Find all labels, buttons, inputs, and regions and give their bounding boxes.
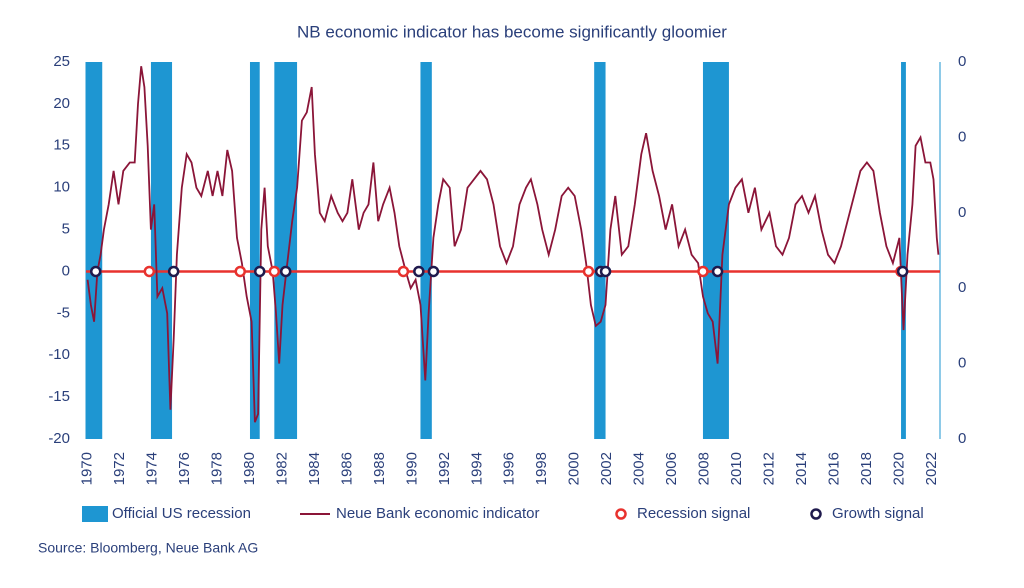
recession-band <box>249 62 260 439</box>
y2-tick-label: 0 <box>958 355 966 372</box>
x-tick-label: 1970 <box>79 452 96 485</box>
signal-marker <box>711 265 724 278</box>
signal-marker <box>234 265 246 278</box>
x-tick-label: 1990 <box>403 452 420 485</box>
y-tick-label: 5 <box>62 221 70 238</box>
legend-swatch <box>615 508 627 520</box>
signal-marker <box>413 265 425 278</box>
y-tick-label: 20 <box>53 95 70 112</box>
indicator-line <box>86 66 940 423</box>
x-tick-label: 1992 <box>436 452 453 485</box>
x-tick-label: 2014 <box>793 452 810 485</box>
x-tick-label: 1972 <box>111 452 128 485</box>
source-note: Source: Bloomberg, Neue Bank AG <box>38 540 258 556</box>
legend-label: Growth signal <box>832 505 924 522</box>
signal-marker <box>427 265 440 278</box>
signal-marker <box>253 265 266 278</box>
y2-tick-label: 0 <box>958 204 966 221</box>
signal-marker <box>896 265 909 278</box>
x-tick-label: 2010 <box>728 452 745 485</box>
y2-tick-label: 0 <box>958 53 966 70</box>
x-tick-label: 1994 <box>468 452 485 485</box>
signal-marker <box>582 265 595 278</box>
x-tick-label: 2004 <box>631 452 648 485</box>
x-tick-label: 2012 <box>760 452 777 485</box>
x-tick-label: 1982 <box>273 452 290 485</box>
x-tick-label: 2002 <box>598 452 615 485</box>
x-tick-label: 1974 <box>144 452 161 485</box>
legend-swatch <box>810 508 822 520</box>
y2-tick-label: 0 <box>958 128 966 145</box>
x-tick-label: 2018 <box>858 452 875 485</box>
x-tick-label: 1978 <box>208 452 225 485</box>
signal-marker <box>697 265 709 278</box>
signal-marker <box>599 265 612 278</box>
x-tick-label: 2008 <box>696 452 713 485</box>
x-tick-label: 1980 <box>241 452 258 485</box>
x-tick-label: 1998 <box>533 452 550 485</box>
legend-label: Official US recession <box>112 505 251 522</box>
x-tick-label: 1984 <box>306 452 323 485</box>
signal-marker <box>167 265 180 278</box>
x-tick-label: 1996 <box>501 452 518 485</box>
signal-marker <box>143 265 156 278</box>
legend-label: Neue Bank economic indicator <box>336 505 539 522</box>
recession-band <box>86 62 103 439</box>
y-tick-label: 15 <box>53 137 70 154</box>
x-tick-label: 2016 <box>825 452 842 485</box>
y-tick-label: 10 <box>53 179 70 196</box>
y2-tick-label: 0 <box>958 430 966 447</box>
signal-marker <box>279 265 292 278</box>
x-tick-label: 1976 <box>176 452 193 485</box>
signal-marker <box>268 265 281 278</box>
y-tick-label: 0 <box>62 262 70 279</box>
x-tick-label: 2022 <box>923 452 940 485</box>
y-tick-label: -15 <box>48 388 70 405</box>
x-tick-label: 1986 <box>338 452 355 485</box>
y-tick-label: 25 <box>53 53 70 70</box>
x-tick-label: 1988 <box>371 452 388 485</box>
recession-band <box>901 62 906 439</box>
recession-band <box>274 62 298 439</box>
legend-swatch <box>82 506 108 522</box>
legend-label: Recession signal <box>637 505 750 522</box>
x-tick-label: 2000 <box>566 452 583 485</box>
chart-title: NB economic indicator has become signifi… <box>297 22 727 41</box>
y-tick-label: -5 <box>57 304 70 321</box>
y-tick-label: -20 <box>48 430 70 447</box>
y-tick-label: -10 <box>48 346 70 363</box>
x-tick-label: 2020 <box>890 452 907 485</box>
recession-band <box>594 62 606 439</box>
y2-tick-label: 0 <box>958 279 966 296</box>
recession-band <box>150 62 173 439</box>
signal-marker <box>89 265 102 278</box>
recession-band <box>702 62 729 439</box>
recession-band <box>420 62 432 439</box>
signal-marker <box>397 265 410 278</box>
x-tick-label: 2006 <box>663 452 680 485</box>
